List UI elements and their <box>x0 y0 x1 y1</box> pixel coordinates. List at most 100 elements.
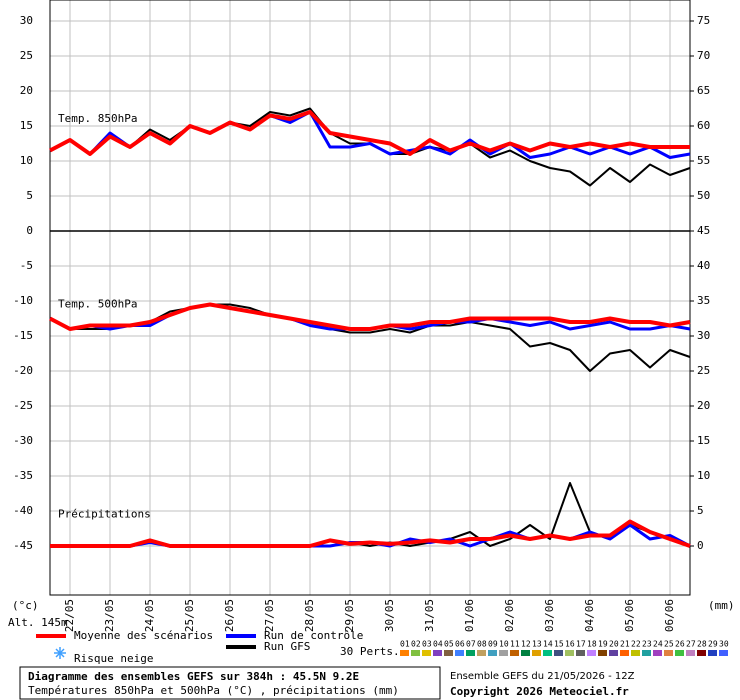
panel-label: Temp. 850hPa <box>58 112 137 125</box>
perturbation-number: 02 <box>411 640 421 649</box>
y2-tick-label: 45 <box>697 224 710 237</box>
perturbation-number: 10 <box>499 640 509 649</box>
x-tick-label: 22/05 <box>63 599 76 632</box>
perturbation-number: 06 <box>455 640 465 649</box>
series-line <box>49 302 691 331</box>
y-tick-label: 0 <box>26 224 33 237</box>
y-tick-label: 25 <box>20 49 33 62</box>
y2-unit: (mm) <box>708 599 735 612</box>
perturbation-number: 07 <box>466 640 476 649</box>
perturbation-number: 08 <box>477 640 487 649</box>
perturbation-number: 28 <box>697 640 707 649</box>
perturbation-swatch <box>554 650 563 656</box>
x-tick-label: 01/06 <box>463 599 476 632</box>
perturbation-swatch <box>499 650 508 656</box>
perturbation-swatch <box>587 650 596 656</box>
x-tick-label: 05/06 <box>623 599 636 632</box>
y2-tick-label: 55 <box>697 154 710 167</box>
x-tick-label: 04/06 <box>583 599 596 632</box>
perturbation-swatch <box>510 650 519 656</box>
perturbation-number: 01 <box>400 640 410 649</box>
perturbation-number: 19 <box>598 640 608 649</box>
perturbation-number: 13 <box>532 640 542 649</box>
perturbation-swatch <box>664 650 673 656</box>
x-tick-label: 24/05 <box>143 599 156 632</box>
perturbation-swatch <box>444 650 453 656</box>
perturbation-swatch <box>631 650 640 656</box>
x-tick-label: 23/05 <box>103 599 116 632</box>
y2-tick-label: 20 <box>697 399 710 412</box>
perturbation-number: 11 <box>510 640 520 649</box>
y-tick-label: -5 <box>20 259 33 272</box>
y2-tick-label: 75 <box>697 14 710 27</box>
perturbation-number: 14 <box>543 640 553 649</box>
perturbation-swatch <box>609 650 618 656</box>
perturbation-number: 12 <box>521 640 531 649</box>
y2-tick-label: 25 <box>697 364 710 377</box>
perturbation-swatch <box>719 650 728 656</box>
y2-tick-label: 10 <box>697 469 710 482</box>
y-tick-label: 10 <box>20 154 33 167</box>
x-tick-label: 29/05 <box>343 599 356 632</box>
y-tick-label: 15 <box>20 119 33 132</box>
perturbations-title: 30 Perts. <box>340 645 400 658</box>
y2-tick-label: 50 <box>697 189 710 202</box>
x-tick-label: 27/05 <box>263 599 276 632</box>
y2-tick-label: 5 <box>697 504 704 517</box>
y2-tick-label: 15 <box>697 434 710 447</box>
y-tick-label: 5 <box>26 189 33 202</box>
perturbation-number: 20 <box>609 640 619 649</box>
footer-subtitle: Températures 850hPa et 500hPa (°C) , pré… <box>28 684 399 697</box>
x-tick-label: 26/05 <box>223 599 236 632</box>
perturbation-swatch <box>620 650 629 656</box>
series-line <box>50 519 691 548</box>
y2-tick-label: 60 <box>697 119 710 132</box>
perturbation-number: 24 <box>653 640 663 649</box>
snow-label: Risque neige <box>74 652 153 665</box>
perturbation-number: 16 <box>565 640 575 649</box>
y2-tick-label: 65 <box>697 84 710 97</box>
perturbation-swatch <box>675 650 684 656</box>
x-tick-label: 06/06 <box>663 599 676 632</box>
perturbation-swatch <box>433 650 442 656</box>
perturbation-swatch <box>598 650 607 656</box>
x-tick-label: 30/05 <box>383 599 396 632</box>
perturbation-swatch <box>708 650 717 656</box>
perturbation-swatch <box>686 650 695 656</box>
perturbation-swatch <box>532 650 541 656</box>
y2-tick-label: 30 <box>697 329 710 342</box>
legend-label: Run GFS <box>264 640 310 653</box>
legend-label: Moyenne des scénarios <box>74 629 213 642</box>
x-tick-label: 28/05 <box>303 599 316 632</box>
perturbation-number: 26 <box>675 640 685 649</box>
altitude: Alt. 145m <box>8 616 68 629</box>
perturbation-number: 03 <box>422 640 432 649</box>
y-tick-label: -45 <box>13 539 33 552</box>
perturbation-number: 27 <box>686 640 696 649</box>
perturbation-number: 23 <box>642 640 652 649</box>
series-line <box>49 110 690 156</box>
perturbation-swatch <box>466 650 475 656</box>
perturbation-swatch <box>411 650 420 656</box>
perturbation-number: 22 <box>631 640 641 649</box>
y-tick-label: -10 <box>13 294 33 307</box>
footer-box <box>19 666 441 700</box>
perturbation-swatch <box>400 650 409 656</box>
y-tick-label: -30 <box>13 434 33 447</box>
perturbation-swatch <box>422 650 431 656</box>
x-tick-label: 02/06 <box>503 599 516 632</box>
y2-tick-label: 70 <box>697 49 710 62</box>
x-tick-label: 25/05 <box>183 599 196 632</box>
footer-title: Diagramme des ensembles GEFS sur 384h : … <box>28 670 359 683</box>
copyright: Copyright 2026 Meteociel.fr <box>450 685 629 698</box>
perturbation-swatch <box>642 650 651 656</box>
perturbation-number: 29 <box>708 640 718 649</box>
perturbation-swatch <box>565 650 574 656</box>
y-tick-label: -25 <box>13 399 33 412</box>
perturbation-swatch <box>576 650 585 656</box>
panel-label: Temp. 500hPa <box>58 298 137 311</box>
panel-label: Précipitations <box>58 508 151 521</box>
y2-tick-label: 35 <box>697 294 710 307</box>
